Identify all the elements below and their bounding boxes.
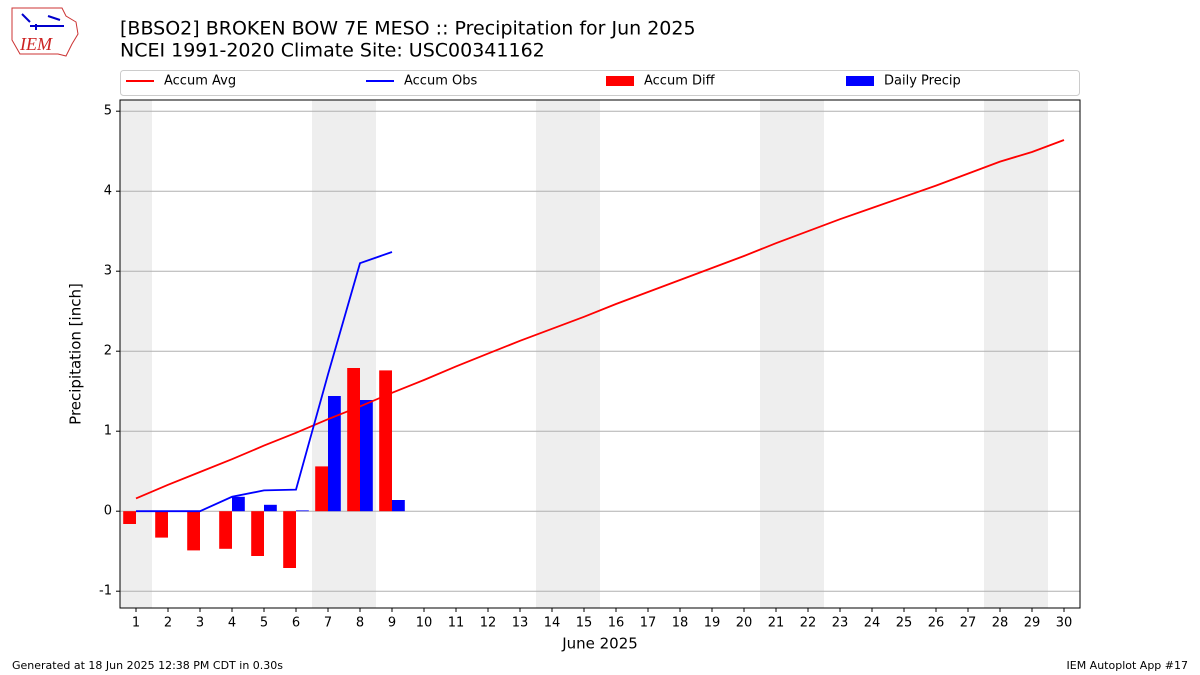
weekend-shade	[344, 100, 376, 608]
bar	[392, 500, 405, 512]
bar	[347, 368, 360, 512]
x-tick-label: 14	[544, 616, 561, 631]
bar	[264, 504, 277, 512]
legend-swatch	[846, 76, 874, 86]
x-tick-label: 8	[356, 616, 364, 631]
x-axis-label: June 2025	[561, 635, 638, 653]
footer-right: IEM Autoplot App #17	[1067, 659, 1189, 672]
footer-left: Generated at 18 Jun 2025 12:38 PM CDT in…	[12, 659, 283, 672]
bar	[360, 400, 373, 512]
weekend-shade	[536, 100, 568, 608]
line	[136, 251, 393, 513]
bar	[232, 496, 245, 512]
y-tick-label: 5	[104, 104, 112, 119]
bar	[219, 511, 232, 549]
bar	[187, 511, 200, 551]
y-tick-label: 2	[104, 344, 112, 359]
plot-frame	[119, 99, 1081, 609]
x-tick-label: 7	[324, 616, 332, 631]
x-tick-label: 22	[800, 616, 817, 631]
weekend-shade	[760, 100, 792, 608]
x-tick-label: 10	[416, 616, 433, 631]
bar	[315, 466, 328, 512]
legend-label: Accum Obs	[404, 74, 477, 89]
logo-text: IEM	[19, 34, 53, 54]
x-tick-label: 11	[448, 616, 465, 631]
x-tick-label: 9	[388, 616, 396, 631]
weekend-shade	[984, 100, 1016, 608]
bar	[328, 396, 341, 512]
y-tick-label: 4	[104, 184, 112, 199]
weekend-shade	[792, 100, 824, 608]
weekend-shade	[1016, 100, 1048, 608]
x-tick-label: 27	[960, 616, 977, 631]
x-tick-label: 17	[640, 616, 657, 631]
y-tick-label: 3	[104, 264, 112, 279]
x-tick-label: 2	[164, 616, 172, 631]
x-tick-label: 13	[512, 616, 529, 631]
weekend-shade	[312, 100, 344, 608]
x-tick-label: 12	[480, 616, 497, 631]
x-tick-label: 18	[672, 616, 689, 631]
x-tick-label: 5	[260, 616, 268, 631]
bar	[379, 370, 392, 512]
x-tick-label: 23	[832, 616, 849, 631]
x-tick-label: 30	[1056, 616, 1073, 631]
weekend-shade	[120, 100, 152, 608]
chart-subtitle: NCEI 1991-2020 Climate Site: USC00341162	[120, 40, 545, 62]
bar	[296, 510, 309, 512]
bar	[123, 511, 136, 524]
legend-entries: Accum Avg Accum Obs Accum Diff Daily Precip	[126, 74, 961, 89]
bar	[155, 511, 168, 538]
y-tick-label: 0	[104, 504, 112, 519]
chart-title: [BBSO2] BROKEN BOW 7E MESO :: Precipitat…	[120, 18, 696, 40]
bar	[283, 511, 296, 568]
x-tick-label: 28	[992, 616, 1009, 631]
x-tick-label: 4	[228, 616, 236, 631]
logo: IEM	[11, 7, 79, 57]
x-tick-label: 29	[1024, 616, 1041, 631]
x-tick-label: 20	[736, 616, 753, 631]
x-tick-label: 6	[292, 616, 300, 631]
legend-label: Accum Diff	[644, 74, 716, 89]
x-tick-label: 1	[132, 616, 140, 631]
legend-label: Accum Avg	[164, 74, 236, 89]
y-tick-label: -1	[99, 584, 112, 599]
x-tick-label: 3	[196, 616, 204, 631]
x-tick-label: 24	[864, 616, 881, 631]
legend	[120, 70, 1080, 96]
logo-outline	[11, 7, 79, 57]
x-tick-label: 19	[704, 616, 721, 631]
y-axis-label: Precipitation [inch]	[67, 283, 85, 425]
y-tick-label: 1	[104, 424, 112, 439]
bar	[251, 511, 264, 556]
legend-swatch	[606, 76, 634, 86]
x-tick-label: 25	[896, 616, 913, 631]
x-tick-label: 26	[928, 616, 945, 631]
legend-label: Daily Precip	[884, 74, 961, 89]
weekend-shade	[568, 100, 600, 608]
x-tick-label: 21	[768, 616, 785, 631]
x-tick-label: 15	[576, 616, 593, 631]
logo-icon	[21, 13, 64, 30]
line	[135, 139, 1065, 500]
x-tick-label: 16	[608, 616, 625, 631]
